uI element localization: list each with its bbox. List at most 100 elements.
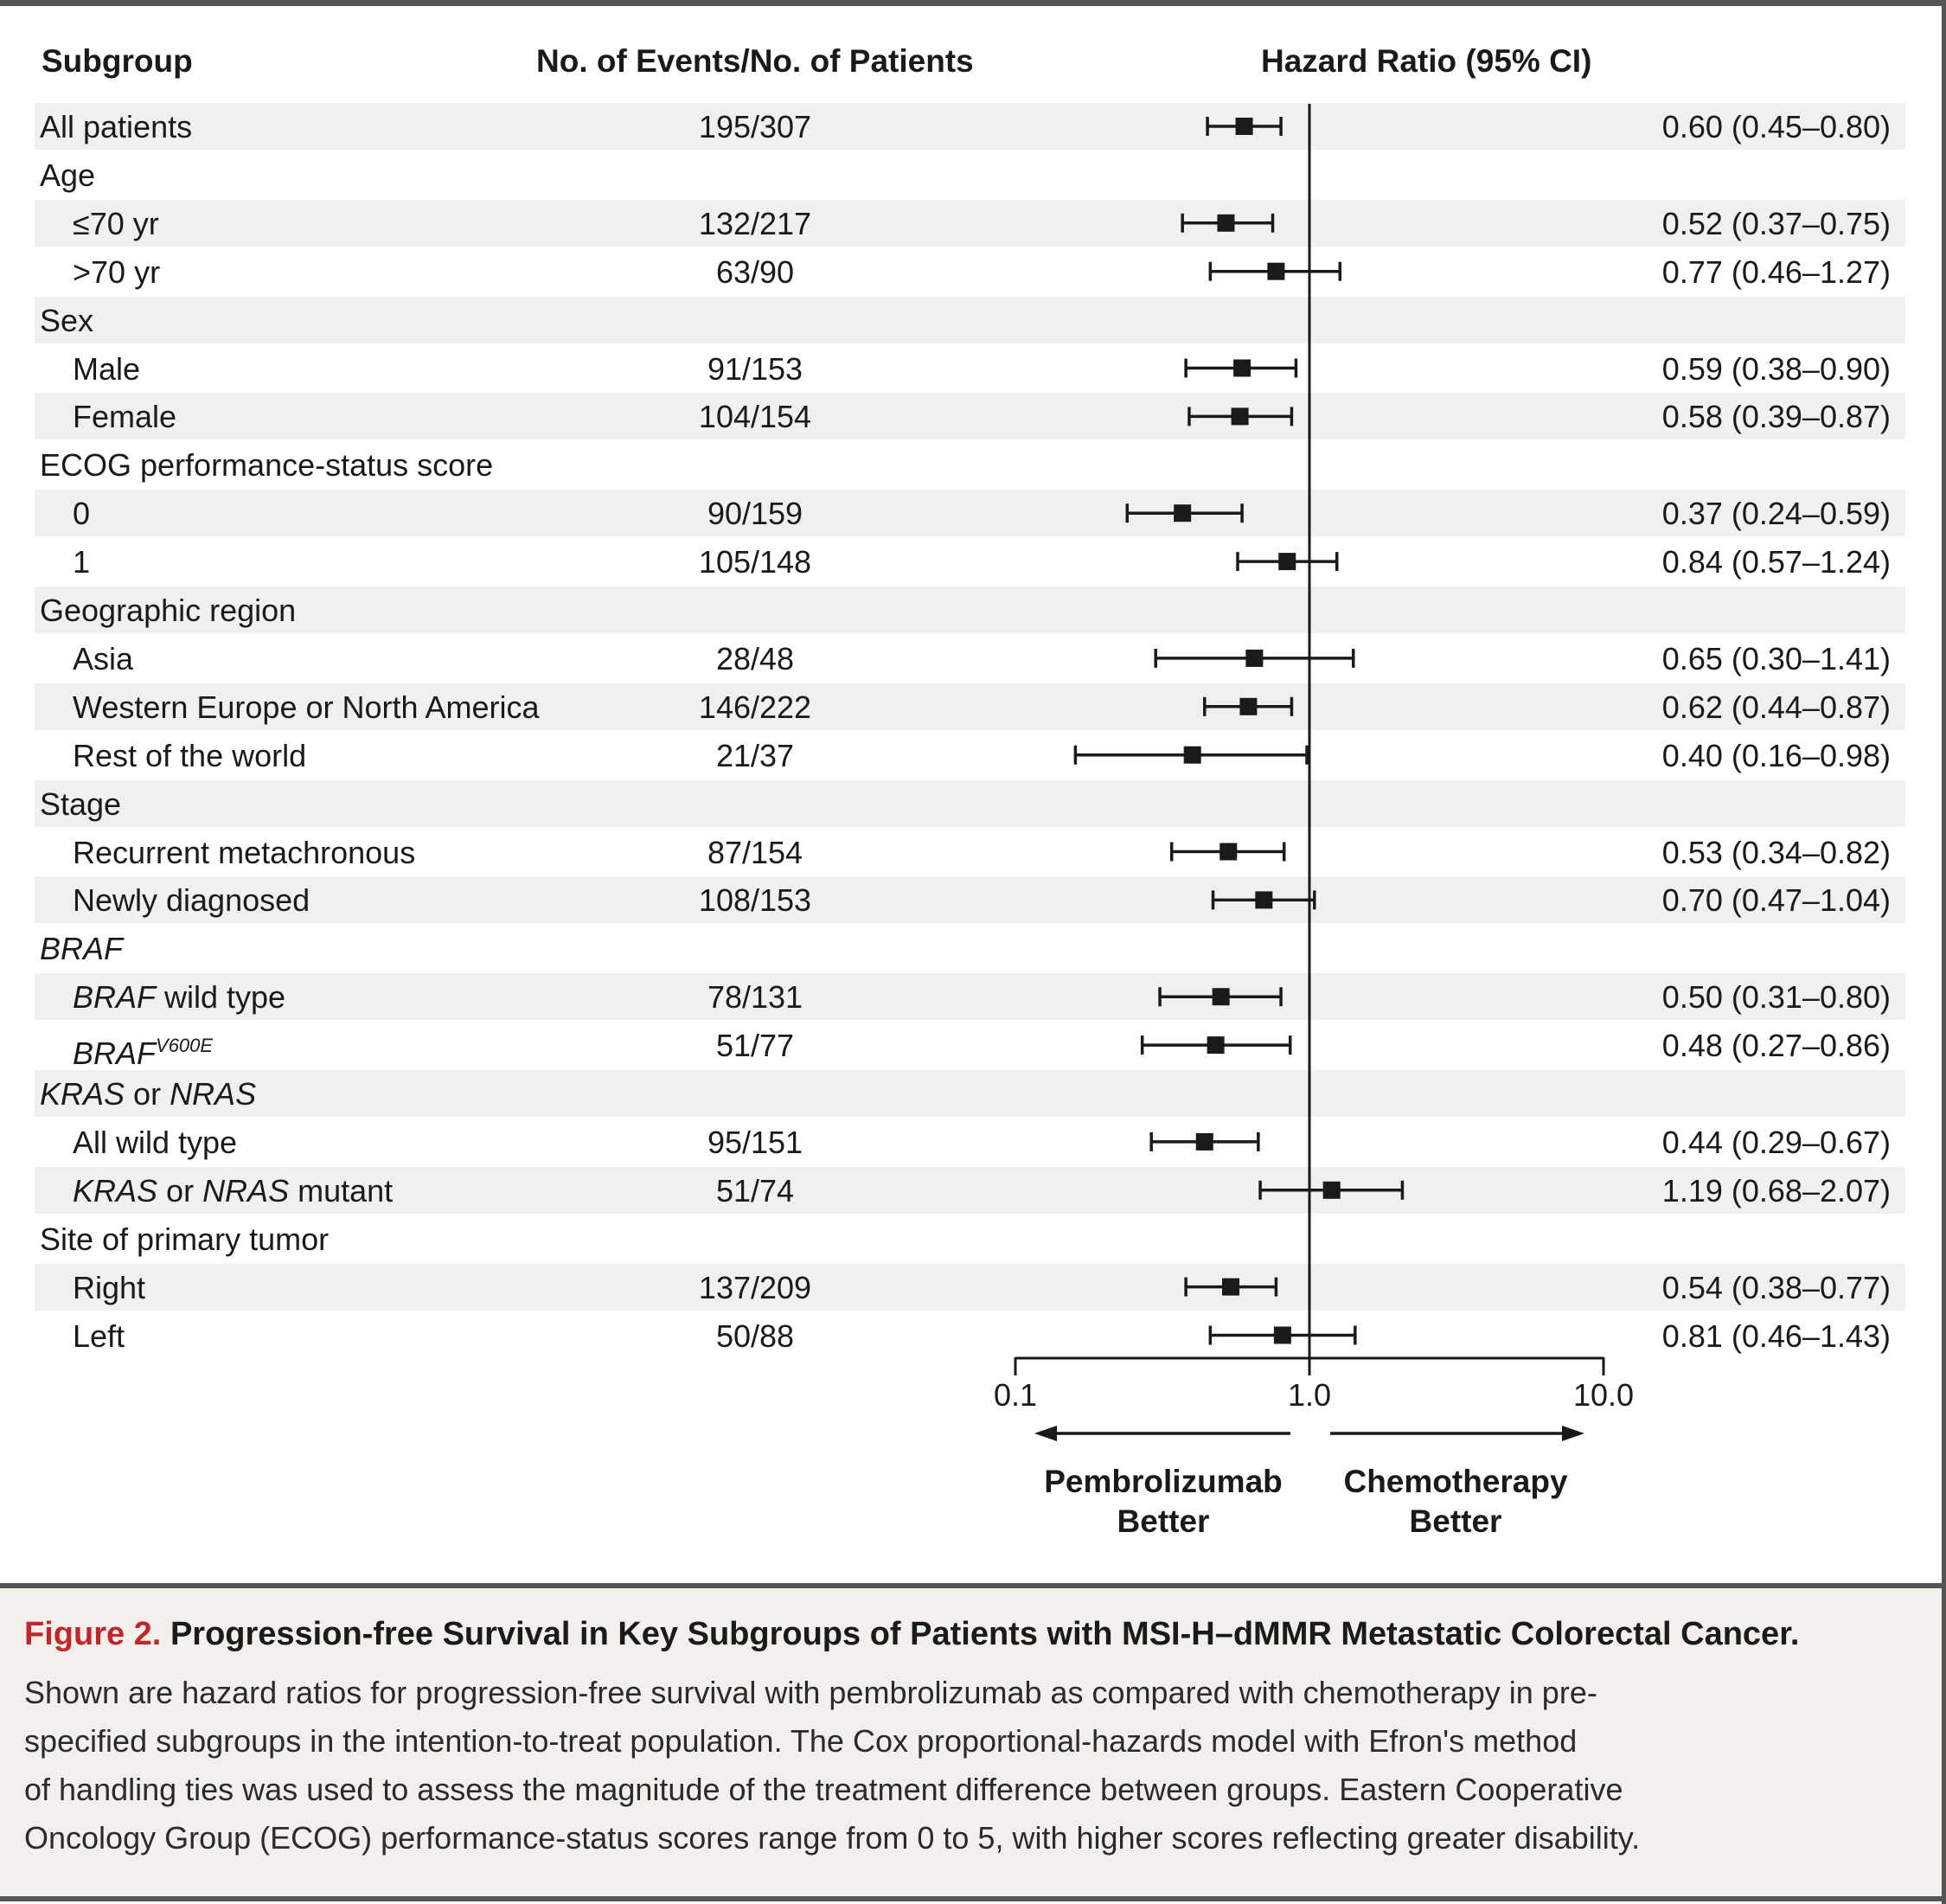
row-stripe [35, 1263, 1905, 1311]
subgroup-label: Stage [40, 785, 122, 822]
events-count: 137/209 [698, 1269, 812, 1305]
subgroup-label: Age [40, 157, 96, 193]
frame-top-border [0, 0, 1946, 6]
row-stripe [35, 199, 1905, 247]
label-part: 0 [73, 496, 91, 532]
row-stripe [35, 1166, 1905, 1214]
events-count: 90/159 [707, 496, 803, 532]
events-count: 51/74 [715, 1172, 795, 1208]
label-part: KRAS [73, 1172, 158, 1208]
label-part: Western Europe or North America [73, 689, 540, 725]
hazard-ratio-point [1267, 262, 1285, 280]
hazard-ratio-point [1233, 359, 1251, 377]
events-count: 87/154 [707, 834, 803, 870]
subgroup-label: Site of primary tumor [40, 1221, 330, 1257]
row-stripe [35, 683, 1905, 730]
events-count: 28/48 [715, 640, 795, 676]
events-count: 108/153 [698, 882, 812, 919]
hazard-ratio-value: 0.81 (0.46–1.43) [1661, 1317, 1891, 1354]
label-part: V600E [156, 1035, 214, 1057]
subgroup-label: KRAS or NRAS [40, 1077, 256, 1112]
hazard-ratio-value: 0.44 (0.29–0.67) [1661, 1124, 1891, 1160]
hazard-ratio-value: 0.37 (0.24–0.59) [1661, 496, 1891, 532]
hazard-ratio-value: 0.54 (0.38–0.77) [1661, 1269, 1891, 1305]
direction-label-line: Pembrolizumab [1044, 1464, 1283, 1499]
row-stripe [35, 490, 1905, 537]
row-stripe [35, 393, 1905, 440]
hazard-ratio-value: 0.48 (0.27–0.86) [1661, 1028, 1891, 1064]
hazard-ratio-point [1273, 1326, 1291, 1344]
hazard-ratio-value: 0.77 (0.46–1.27) [1661, 253, 1891, 290]
hazard-ratio-point [1219, 843, 1238, 861]
events-count: 91/153 [707, 350, 803, 387]
hazard-ratio-point [1222, 1278, 1240, 1296]
subgroup-label: BRAF wild type [73, 980, 285, 1015]
label-part: BRAF [73, 979, 157, 1016]
subgroup-label: BRAFV600E [73, 1029, 213, 1071]
subgroup-label: ECOG performance-status score [40, 448, 493, 483]
label-part: Sex [40, 302, 94, 338]
caption-line: Oncology Group (ECOG) performance-status… [24, 1820, 1641, 1856]
label-part: Newly diagnosed [73, 882, 310, 919]
row-stripe [35, 1070, 1905, 1117]
figure-label: Figure 2. [24, 1616, 162, 1652]
label-part: Female [73, 399, 177, 435]
row-stripe [35, 973, 1905, 1021]
subgroup-label: Rest of the world [73, 737, 307, 773]
caption-line: Shown are hazard ratios for progression-… [24, 1675, 1597, 1710]
x-tick-label: 10.0 [1572, 1377, 1635, 1413]
label-part: or [157, 1172, 203, 1208]
label-part: or [125, 1076, 170, 1112]
events-count: 132/217 [698, 205, 812, 241]
subgroup-label: All patients [40, 110, 192, 144]
events-count: 95/151 [707, 1124, 803, 1160]
subgroup-label: Geographic region [40, 593, 296, 628]
hazard-ratio-point [1239, 697, 1258, 715]
hazard-ratio-value: 0.50 (0.31–0.80) [1661, 979, 1891, 1016]
figure-caption: Figure 2. Progression-free Survival in K… [0, 1583, 1942, 1901]
direction-label-line: Chemotherapy [1343, 1464, 1568, 1499]
hazard-ratio-point [1217, 214, 1235, 232]
label-part: Recurrent metachronous [73, 834, 416, 870]
frame-right-border [1942, 0, 1946, 1904]
label-part: 1 [73, 544, 91, 580]
figure-title: Progression-free Survival in Key Subgrou… [170, 1616, 1800, 1652]
caption-line: of handling ties was used to assess the … [24, 1772, 1623, 1807]
hazard-ratio-value: 0.53 (0.34–0.82) [1661, 834, 1891, 870]
row-stripe [35, 296, 1905, 343]
label-part: Rest of the world [73, 737, 307, 773]
hazard-ratio-value: 0.40 (0.16–0.98) [1661, 737, 1891, 773]
label-part: All wild type [73, 1124, 238, 1160]
hazard-ratio-point [1245, 649, 1264, 667]
label-part: Age [40, 157, 96, 193]
label-part: Right [73, 1269, 146, 1305]
hazard-ratio-value: 0.62 (0.44–0.87) [1661, 689, 1891, 725]
label-part: BRAF [73, 1035, 157, 1072]
events-count: 105/148 [698, 544, 812, 580]
events-count: 104/154 [698, 399, 812, 435]
subgroup-header: Subgroup [42, 43, 193, 79]
hazard-ratio-point [1212, 988, 1230, 1006]
hazard-ratio-point [1278, 553, 1296, 571]
hazard-ratio-point [1174, 504, 1192, 522]
subgroup-label: 0 [73, 497, 90, 531]
label-part: Left [73, 1317, 125, 1354]
row-stripe [35, 779, 1905, 827]
subgroup-label: Sex [40, 302, 94, 338]
direction-label-line: Better [1117, 1503, 1210, 1539]
pembrolizumab-better-label: Pembrolizumab Better [1025, 1462, 1302, 1542]
subgroup-label: All wild type [73, 1125, 237, 1160]
subgroup-label: Female [73, 400, 176, 434]
label-part: Stage [40, 785, 122, 822]
label-part: NRAS [202, 1172, 290, 1208]
subgroup-label: Left [73, 1317, 125, 1354]
subgroup-label: Right [73, 1269, 146, 1305]
subgroup-label: KRAS or NRAS mutant [73, 1172, 393, 1208]
hazard-ratio-point [1183, 746, 1201, 764]
label-part: Site of primary tumor [40, 1221, 330, 1257]
subgroup-label: >70 yr [73, 254, 160, 290]
subgroup-label: Male [73, 351, 140, 387]
row-stripe [35, 103, 1905, 150]
label-part: NRAS [170, 1076, 257, 1112]
